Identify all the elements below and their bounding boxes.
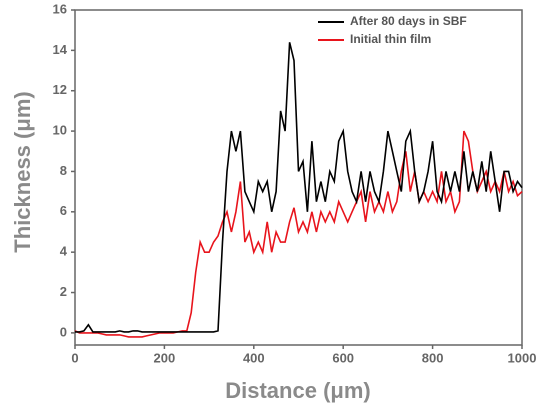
x-tick-label: 800 — [422, 350, 444, 365]
y-axis-title: Thickness (μm) — [10, 91, 35, 252]
line-series — [75, 42, 523, 333]
line-series — [74, 130, 523, 338]
legend-label: After 80 days in SBF — [350, 14, 467, 28]
y-tick-label: 4 — [60, 244, 68, 259]
plot-frame — [74, 9, 523, 346]
x-tick-label: 400 — [243, 350, 265, 365]
legend-label: Initial thin film — [350, 32, 431, 46]
y-tick-label: 2 — [60, 284, 67, 299]
x-axis-title: Distance (μm) — [225, 378, 371, 403]
y-tick-label: 6 — [60, 203, 67, 218]
y-tick-label: 0 — [60, 324, 67, 339]
y-tick-label: 12 — [53, 82, 67, 97]
x-tick-label: 600 — [332, 350, 354, 365]
y-tick-label: 14 — [53, 42, 68, 57]
y-tick-label: 16 — [53, 1, 67, 16]
x-tick-label: 1000 — [508, 350, 537, 365]
y-tick-label: 10 — [53, 123, 67, 138]
y-tick-label: 8 — [60, 163, 67, 178]
x-tick-label: 200 — [154, 350, 176, 365]
x-tick-label: 0 — [71, 350, 78, 365]
